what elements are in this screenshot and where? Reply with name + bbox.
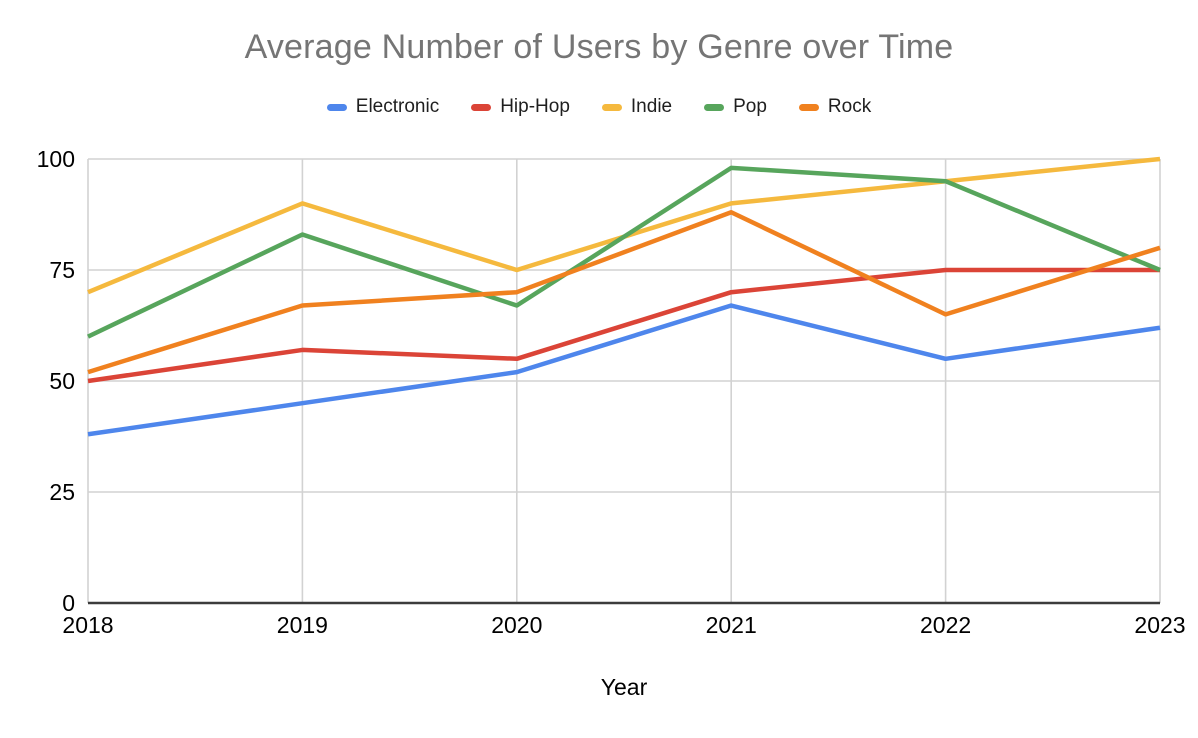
- legend-label: Pop: [733, 96, 767, 117]
- series-line-pop: [87, 165, 1161, 339]
- legend-item-electronic: Electronic: [326, 96, 440, 118]
- series-line-electronic: [87, 303, 1161, 437]
- legend-label: Hip-Hop: [500, 96, 570, 117]
- legend: Electronic Hip-Hop Indie Pop Rock: [0, 95, 1198, 119]
- legend-swatch-icon: [326, 103, 347, 111]
- legend-swatch-icon: [471, 103, 492, 111]
- legend-item-rock: Rock: [798, 96, 872, 118]
- y-tick-label: 0: [62, 590, 75, 616]
- series-line-rock: [87, 210, 1161, 375]
- x-tick-label: 2020: [491, 612, 543, 638]
- x-tick-label: 2023: [1134, 612, 1186, 638]
- x-tick-label: 2018: [62, 612, 114, 638]
- legend-label: Electronic: [355, 96, 440, 117]
- legend-label: Rock: [827, 96, 872, 117]
- legend-item-pop: Pop: [704, 96, 767, 118]
- legend-swatch-icon: [798, 103, 819, 111]
- y-tick-label: 75: [49, 257, 75, 283]
- x-tick-label: 2022: [920, 612, 972, 638]
- legend-item-hip-hop: Hip-Hop: [471, 96, 570, 118]
- chart-title: Average Number of Users by Genre over Ti…: [244, 28, 954, 66]
- legend-swatch-icon: [601, 103, 622, 111]
- y-tick-label: 25: [49, 479, 75, 505]
- legend-label: Indie: [630, 96, 673, 117]
- x-tick-label: 2019: [276, 612, 328, 638]
- plot-lines-svg: [87, 156, 1161, 605]
- y-tick-label: 50: [49, 368, 75, 394]
- legend-swatch-icon: [704, 103, 725, 111]
- legend-item-indie: Indie: [601, 96, 673, 118]
- x-axis-title: Year: [600, 674, 648, 700]
- series-line-hip-hop: [87, 267, 1160, 384]
- y-tick-label: 100: [36, 146, 75, 172]
- x-tick-label: 2021: [705, 612, 757, 638]
